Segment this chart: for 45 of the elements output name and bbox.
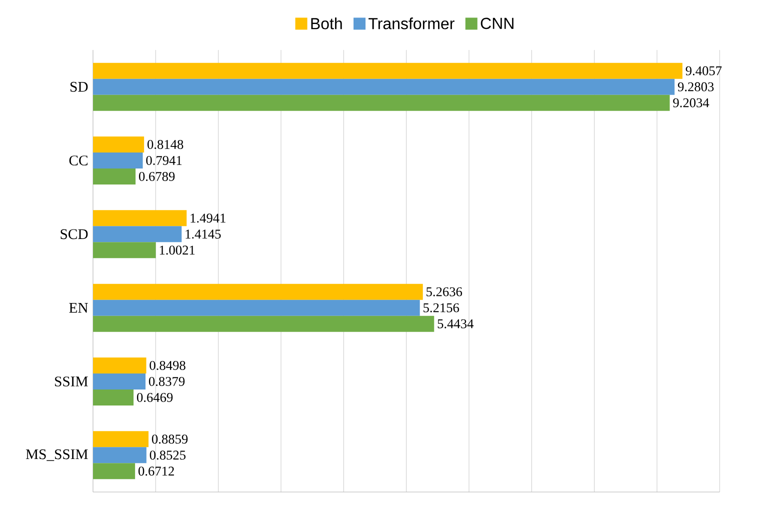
bar: [93, 78, 675, 95]
bar: [93, 242, 156, 258]
bar: [93, 168, 136, 184]
bar: [93, 136, 144, 152]
legend-label: Both: [311, 18, 342, 30]
data-label: 0.8859: [152, 434, 188, 444]
bar: [93, 210, 187, 226]
bar: [93, 447, 146, 464]
bar: [93, 463, 136, 480]
y-tick-label: CC: [69, 156, 88, 166]
bar: [93, 300, 420, 316]
legend-label: CNN: [480, 18, 514, 30]
y-tick-label: MS_SSIM: [26, 449, 88, 461]
data-label: 1.4941: [190, 214, 226, 223]
data-label: 0.8379: [148, 376, 185, 386]
data-label: 9.4057: [686, 66, 722, 76]
bar: [93, 62, 682, 79]
y-tick-label: SSIM: [55, 376, 88, 386]
y-tick-label: SD: [70, 82, 88, 92]
bar: [93, 316, 434, 332]
data-label: 9.2034: [673, 98, 710, 108]
data-label: 5.4434: [438, 319, 474, 328]
data-label: 0.6712: [138, 466, 174, 476]
bar: [93, 284, 423, 300]
data-label: 9.2803: [678, 82, 714, 92]
data-label: 1.0021: [160, 246, 195, 255]
data-label: 5.2156: [424, 303, 460, 312]
data-label: 0.7941: [146, 156, 182, 166]
data-label: 0.8498: [150, 360, 186, 370]
data-label: 0.8148: [148, 140, 184, 150]
y-tick-label: SCD: [60, 229, 88, 240]
data-label: 5.2636: [426, 287, 462, 296]
bar: [93, 389, 134, 406]
data-label: 1.4145: [186, 230, 221, 239]
bar: [93, 226, 182, 242]
data-label: 0.8525: [150, 450, 186, 460]
data-label: 0.6469: [136, 392, 173, 402]
bar: [93, 94, 670, 111]
y-tick-label: EN: [69, 303, 88, 313]
bar: [93, 373, 146, 390]
data-label: 0.6789: [138, 172, 175, 182]
bar: [93, 152, 143, 168]
legend-label: Transformer: [368, 18, 454, 30]
bar: [93, 431, 149, 448]
bar: [93, 357, 146, 374]
